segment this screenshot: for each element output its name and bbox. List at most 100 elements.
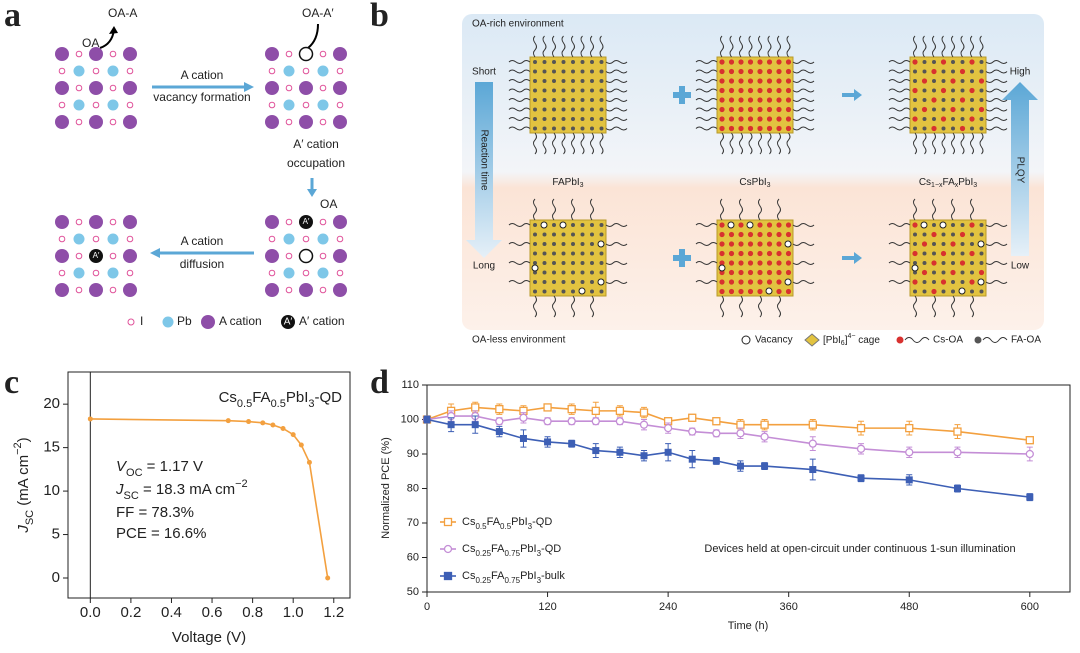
i-atom: [319, 50, 327, 58]
site: [921, 78, 928, 84]
ligand: [777, 132, 781, 155]
site: [719, 106, 725, 113]
site: [766, 68, 773, 75]
marker: [857, 474, 865, 482]
pb-atom: [73, 233, 85, 245]
site: [757, 231, 763, 238]
ligand: [985, 98, 1008, 102]
marker: [760, 420, 769, 429]
a-cation: [299, 283, 313, 297]
site: [950, 241, 956, 247]
site: [552, 107, 556, 112]
marker: [495, 428, 503, 436]
site: [766, 97, 773, 103]
marker: [905, 448, 914, 457]
marker: [591, 406, 600, 416]
marker: [519, 434, 527, 442]
ligand: [888, 60, 911, 64]
site: [580, 98, 585, 102]
i-atom: [126, 269, 134, 277]
site: [922, 88, 927, 93]
site: [931, 231, 937, 238]
site: [590, 60, 594, 64]
site: [552, 289, 556, 294]
ligand: [695, 60, 718, 64]
site: [776, 250, 782, 257]
site: [728, 250, 735, 257]
marker: [471, 421, 479, 429]
ligand: [979, 35, 984, 58]
x-tick-label: 600: [1021, 601, 1039, 613]
site: [951, 251, 955, 256]
i-atom: [319, 252, 327, 260]
label: Low: [1011, 261, 1030, 272]
arrow: [1002, 82, 1038, 256]
legend-icon: [804, 333, 820, 347]
site: [766, 231, 773, 238]
site: [590, 280, 594, 284]
ligand: [599, 35, 604, 58]
marker: [423, 416, 431, 423]
vacancy: [559, 221, 567, 229]
site: [580, 223, 585, 227]
i-atom: [109, 84, 117, 92]
site: [552, 98, 556, 102]
site: [738, 269, 744, 276]
ligand: [605, 242, 628, 246]
i-atom: [58, 269, 66, 277]
vacancy: [298, 46, 314, 62]
site: [776, 222, 782, 228]
marker: [688, 413, 697, 422]
site: [571, 88, 575, 93]
site: [590, 107, 594, 112]
x-tick-label: 0.2: [120, 604, 141, 621]
ligand: [695, 117, 718, 121]
marker: [808, 439, 817, 448]
site: [599, 232, 604, 237]
vacancy: [298, 248, 314, 264]
site: [747, 59, 754, 65]
ligand: [970, 198, 974, 221]
a-cation: [55, 81, 69, 95]
ligand: [888, 88, 911, 93]
ligand: [542, 132, 547, 155]
a-cation: [265, 81, 279, 95]
site: [561, 261, 566, 265]
site: [533, 79, 537, 83]
site: [719, 222, 725, 228]
site: [757, 106, 763, 113]
ligand: [605, 69, 628, 74]
ligand: [720, 132, 724, 155]
i-atom: [92, 101, 100, 109]
site: [921, 241, 928, 247]
i-atom: [109, 118, 117, 126]
site: [932, 107, 936, 112]
a-cation: [333, 115, 347, 129]
ligand: [533, 132, 537, 155]
site: [913, 69, 917, 74]
a-cation: [333, 47, 347, 61]
x-tick-label: 0.0: [80, 604, 101, 621]
i-atom: [109, 50, 117, 58]
site: [932, 79, 936, 83]
site: [766, 87, 773, 94]
site: [960, 280, 965, 284]
legend-marker: [443, 517, 453, 527]
panel-label: b: [370, 0, 389, 34]
site: [590, 79, 594, 83]
ligand: [792, 98, 815, 102]
i-atom: [75, 84, 83, 92]
site: [561, 251, 566, 256]
site: [979, 232, 984, 237]
site: [542, 289, 547, 294]
site: [599, 79, 604, 83]
pb-atom: [283, 267, 295, 279]
vacancy: [718, 264, 726, 272]
a-cation: [55, 115, 69, 129]
marker: [290, 432, 296, 438]
site: [922, 251, 927, 256]
site: [766, 241, 773, 247]
marker: [663, 423, 673, 433]
site: [561, 232, 566, 237]
site: [959, 260, 966, 266]
